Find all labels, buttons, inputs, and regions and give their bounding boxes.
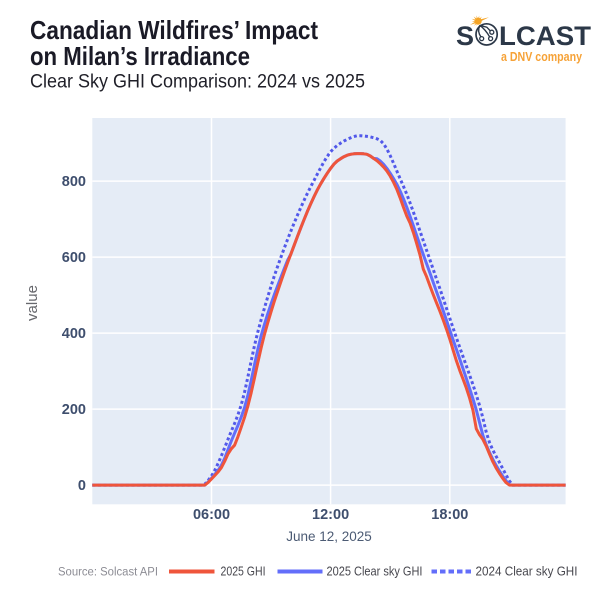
svg-text:LCAST: LCAST (499, 21, 592, 51)
svg-text:Source: Solcast API: Source: Solcast API (58, 567, 158, 579)
svg-text:200: 200 (62, 402, 86, 418)
svg-text:400: 400 (62, 326, 86, 342)
svg-text:on Milan’s Irradiance: on Milan’s Irradiance (30, 41, 250, 71)
svg-text:18:00: 18:00 (431, 507, 468, 523)
svg-text:2024 Clear sky GHI: 2024 Clear sky GHI (476, 565, 578, 579)
svg-text:a DNV company: a DNV company (501, 49, 583, 64)
svg-text:June 12, 2025: June 12, 2025 (286, 529, 372, 544)
svg-text:06:00: 06:00 (193, 507, 230, 523)
svg-text:2025 Clear sky GHI: 2025 Clear sky GHI (327, 565, 423, 579)
svg-text:0: 0 (78, 478, 86, 494)
svg-text:2025 GHI: 2025 GHI (221, 565, 266, 579)
svg-text:12:00: 12:00 (312, 507, 349, 523)
svg-text:value: value (24, 285, 41, 321)
svg-text:800: 800 (62, 174, 86, 190)
svg-text:Clear Sky GHI Comparison: 2024: Clear Sky GHI Comparison: 2024 vs 2025 (30, 72, 365, 93)
svg-text:Canadian Wildfires’ Impact: Canadian Wildfires’ Impact (30, 15, 318, 45)
svg-text:600: 600 (62, 250, 86, 266)
svg-text:S: S (456, 21, 474, 51)
